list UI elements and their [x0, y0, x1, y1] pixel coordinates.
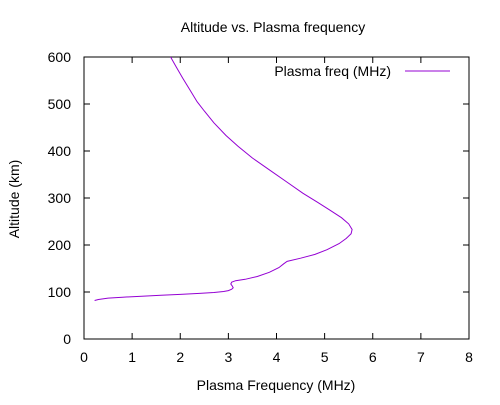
x-tick-label: 1 — [128, 349, 136, 365]
y-tick-label: 400 — [48, 143, 72, 159]
series-line-plasma-freq — [94, 56, 353, 301]
x-axis-label: Plasma Frequency (MHz) — [197, 377, 356, 393]
chart-title: Altitude vs. Plasma frequency — [181, 19, 365, 35]
y-tick-label: 200 — [48, 237, 72, 253]
x-tick-label: 7 — [417, 349, 425, 365]
legend-label-plasma-freq: Plasma freq (MHz) — [274, 63, 391, 79]
legend: Plasma freq (MHz) — [274, 63, 450, 79]
x-tick-label: 0 — [80, 349, 88, 365]
x-axis-ticks: 0 1 2 3 4 5 6 7 8 — [80, 57, 473, 365]
y-axis-label: Altitude (km) — [6, 160, 22, 239]
y-tick-label: 100 — [48, 284, 72, 300]
y-tick-label: 300 — [48, 190, 72, 206]
x-tick-label: 2 — [176, 349, 184, 365]
x-tick-label: 5 — [321, 349, 329, 365]
y-tick-label: 500 — [48, 96, 72, 112]
x-tick-label: 4 — [273, 349, 281, 365]
y-tick-label: 0 — [63, 331, 71, 347]
x-tick-label: 3 — [224, 349, 232, 365]
x-tick-label: 6 — [369, 349, 377, 365]
x-tick-label: 8 — [465, 349, 473, 365]
y-axis-ticks: 0 100 200 300 400 500 600 — [48, 49, 469, 347]
y-tick-label: 600 — [48, 49, 72, 65]
